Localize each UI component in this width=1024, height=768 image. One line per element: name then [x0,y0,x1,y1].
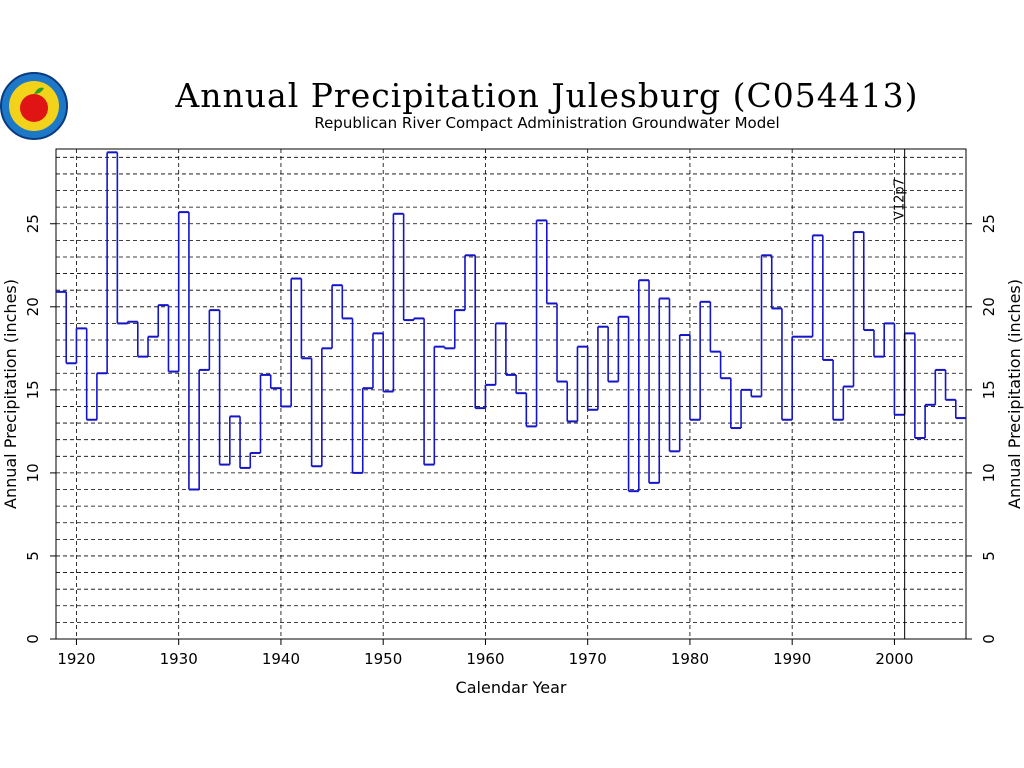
y-axis-label-left: Annual Precipitation (inches) [1,279,20,509]
y-axis-label-right: Annual Precipitation (inches) [1005,279,1024,509]
y-tick-label-left: 5 [24,551,42,561]
y-tick-label-right: 0 [980,634,998,644]
grid [56,149,966,639]
y-tick-label-right: 5 [980,551,998,561]
x-axis: 1920 1930 1940 1950 1960 1970 1980 1990 2000 [57,639,914,668]
x-tick-label: 1980 [671,650,709,668]
y-tick-label-left: 0 [24,634,42,644]
x-tick-label: 1960 [466,650,504,668]
x-tick-label: 1920 [57,650,95,668]
y-tick-label-left: 20 [24,297,42,316]
precipitation-series [56,151,966,493]
annotation-label: V12p7 [893,178,908,220]
x-tick-label: 1970 [569,650,607,668]
logo [0,72,68,140]
chart-title: Annual Precipitation Julesburg (C054413) [174,76,918,115]
x-tick-label: 1990 [773,650,811,668]
y-tick-label-left: 15 [24,380,42,399]
plot-frame [55,148,967,640]
y-tick-label-right: 25 [980,214,998,233]
y-tick-label-left: 10 [24,463,42,482]
x-tick-label: 1950 [364,650,402,668]
y-axis: 0 0 5 5 10 10 15 15 20 20 25 25 [24,214,998,644]
y-tick-label-right: 20 [980,297,998,316]
chart-subtitle: Republican River Compact Administration … [314,114,779,132]
x-axis-label: Calendar Year [456,678,567,697]
y-tick-label-right: 15 [980,380,998,399]
x-tick-label: 2000 [875,650,913,668]
x-tick-label: 1930 [160,650,198,668]
y-tick-label-left: 25 [24,214,42,233]
y-tick-label-right: 10 [980,463,998,482]
x-tick-label: 1940 [262,650,300,668]
